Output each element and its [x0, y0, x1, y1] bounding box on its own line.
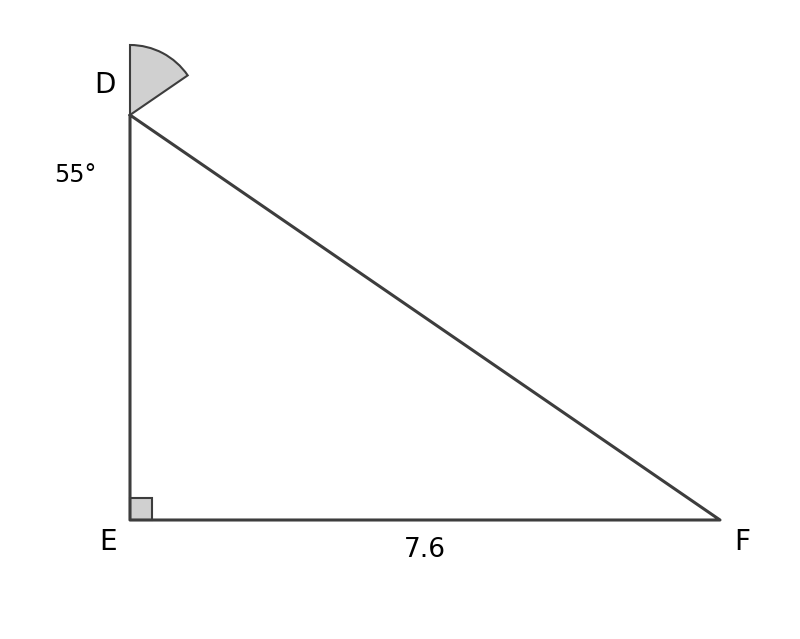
- Text: D: D: [94, 71, 116, 99]
- Polygon shape: [130, 498, 152, 520]
- Text: 55°: 55°: [54, 163, 96, 187]
- Wedge shape: [130, 45, 188, 115]
- Text: E: E: [99, 528, 117, 556]
- Text: 7.6: 7.6: [404, 537, 446, 563]
- Text: F: F: [734, 528, 750, 556]
